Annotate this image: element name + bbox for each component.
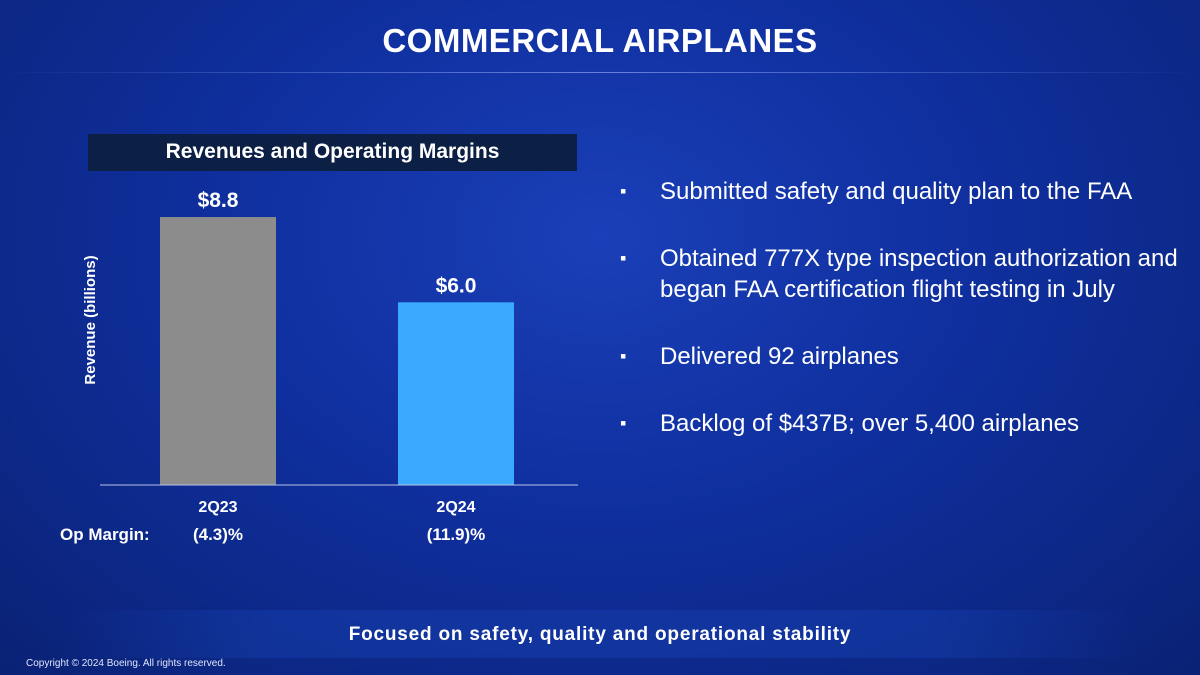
bullet-item: ▪ Obtained 777X type inspection authoriza… — [620, 243, 1195, 305]
copyright-notice: Copyright © 2024 Boeing. All rights rese… — [26, 658, 226, 669]
bullet-item: ▪ Backlog of $437B; over 5,400 airplanes — [620, 408, 1195, 439]
bullet-text: Backlog of $437B; over 5,400 airplanes — [660, 410, 1079, 437]
bullet-marker: ▪ — [620, 248, 627, 268]
title-divider — [0, 72, 1200, 73]
slide-title: COMMERCIAL AIRPLANES — [382, 22, 818, 59]
bar-2q23 — [160, 217, 276, 485]
op-margin-value: (4.3)% — [193, 525, 243, 544]
bullet-text: Obtained 777X type inspection authorizat… — [660, 245, 1178, 303]
footer-band — [60, 610, 1140, 658]
bullet-marker: ▪ — [620, 181, 627, 201]
bullet-item: ▪ Submitted safety and quality plan to th… — [620, 176, 1195, 207]
bar-value-label: $8.8 — [198, 189, 239, 212]
y-axis-label: Revenue (billions) — [82, 255, 99, 384]
bullet-list: ▪ Submitted safety and quality plan to th… — [620, 176, 1195, 475]
bullet-marker: ▪ — [620, 413, 627, 433]
bullet-item: ▪ Delivered 92 airplanes — [620, 341, 1195, 372]
x-tick-label: 2Q24 — [436, 499, 475, 516]
bullet-text: Delivered 92 airplanes — [660, 343, 899, 370]
bullet-marker: ▪ — [620, 346, 627, 366]
revenue-bar-chart: Revenue (billions) $8.8 2Q23 (4.3)% $6.0 2Q2… — [60, 189, 578, 544]
bullet-text: Submitted safety and quality plan to the… — [660, 178, 1133, 205]
footer-tagline: Focused on safety, quality and operation… — [348, 624, 852, 645]
op-margin-value: (11.9)% — [427, 525, 486, 544]
bar-2q24 — [398, 302, 514, 485]
x-tick-label: 2Q23 — [198, 499, 237, 516]
bar-value-label: $6.0 — [436, 274, 477, 297]
op-margin-label: Op Margin: — [60, 525, 150, 544]
chart-header: Revenues and Operating Margins — [88, 134, 577, 171]
